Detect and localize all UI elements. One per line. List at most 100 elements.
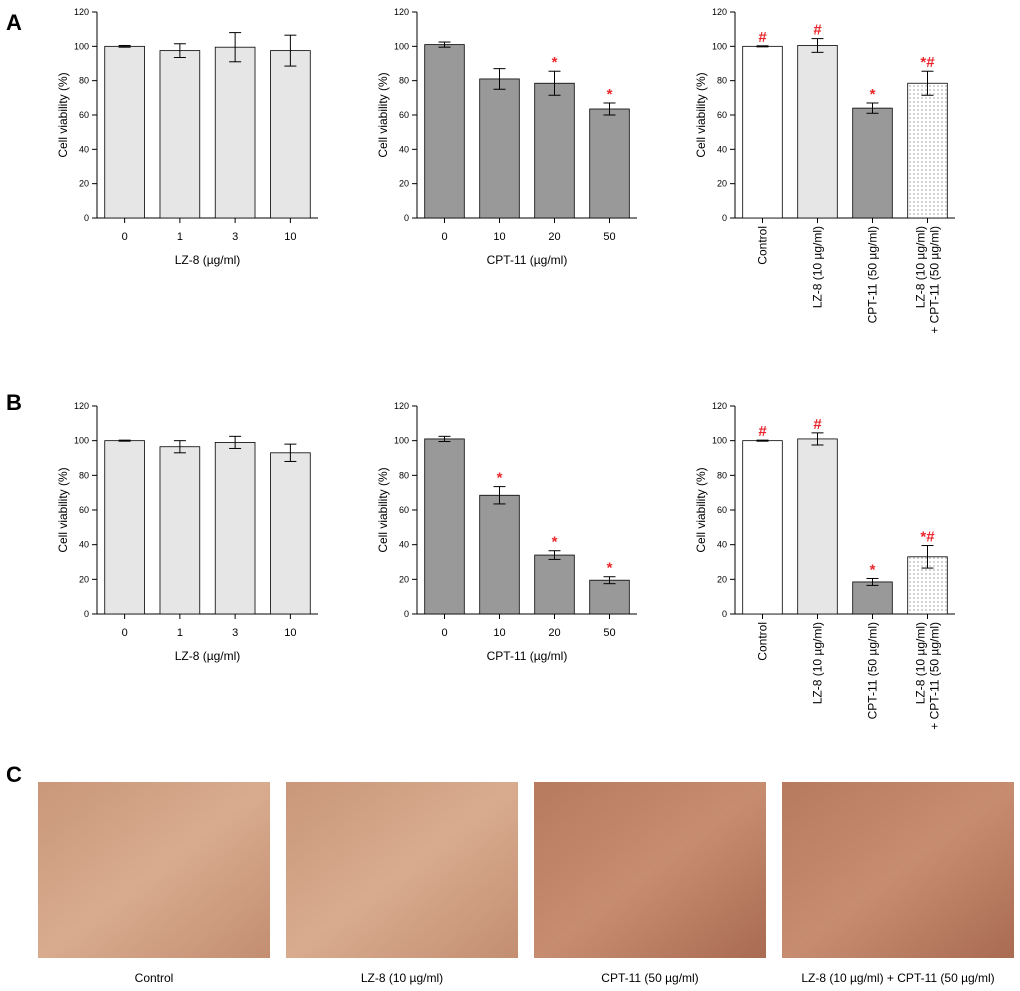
y-tick-label: 20 xyxy=(79,574,89,584)
error-bar xyxy=(756,439,769,442)
bar xyxy=(797,438,838,615)
significance-mark: # xyxy=(813,416,822,433)
error-bar xyxy=(284,443,297,462)
y-tick-label: 120 xyxy=(712,7,727,17)
bar xyxy=(742,45,783,219)
caption: LZ-8 (10 µg/ml) + CPT-11 (50 µg/ml) xyxy=(801,971,994,985)
error-bar xyxy=(493,486,506,505)
error-bar xyxy=(866,577,879,586)
error-bar xyxy=(811,38,824,53)
y-axis-label: Cell viability (%) xyxy=(694,72,708,157)
y-axis-label: Cell viability (%) xyxy=(376,72,390,157)
y-tick-label: 80 xyxy=(399,76,409,86)
y-tick-label: 80 xyxy=(399,470,409,480)
x-tick-label: 20 xyxy=(548,627,560,639)
y-tick-label: 40 xyxy=(399,144,409,154)
y-axis-label: Cell viability (%) xyxy=(56,467,70,552)
y-tick-label: 100 xyxy=(394,41,409,51)
error-bar xyxy=(118,439,131,442)
y-tick-label: 40 xyxy=(399,540,409,550)
significance-mark: * xyxy=(607,86,613,103)
x-tick-label: 1 xyxy=(177,627,183,639)
error-bar xyxy=(548,550,561,560)
x-tick-label: CPT-11 (50 µg/ml) xyxy=(866,226,880,323)
y-tick-label: 100 xyxy=(712,41,727,51)
bar xyxy=(214,46,256,219)
x-tick-label: Control xyxy=(756,622,770,661)
y-tick-label: 40 xyxy=(717,144,727,154)
error-bar xyxy=(229,435,242,449)
panel-label: A xyxy=(6,10,22,35)
y-tick-label: 60 xyxy=(717,505,727,515)
bar xyxy=(214,441,256,615)
y-tick-label: 20 xyxy=(399,179,409,189)
significance-mark: # xyxy=(813,22,822,39)
significance-mark: * xyxy=(552,54,558,71)
x-tick-label: 0 xyxy=(441,231,447,243)
bar xyxy=(424,44,465,219)
x-tick-label: 10 xyxy=(284,231,296,243)
bar xyxy=(104,440,145,615)
significance-mark: # xyxy=(758,29,767,46)
y-tick-label: 20 xyxy=(717,179,727,189)
significance-mark: *# xyxy=(920,54,935,71)
error-bar xyxy=(603,576,616,585)
y-tick-label: 100 xyxy=(74,436,89,446)
x-tick-label: 20 xyxy=(548,231,560,243)
micrograph xyxy=(782,782,1014,958)
error-bar xyxy=(438,41,451,48)
bar xyxy=(479,78,520,219)
y-tick-label: 60 xyxy=(79,110,89,120)
error-bar xyxy=(921,545,934,569)
caption: LZ-8 (10 µg/ml) xyxy=(361,971,443,985)
error-bar xyxy=(548,70,561,96)
error-bar xyxy=(756,45,769,48)
y-tick-label: 0 xyxy=(84,213,89,223)
x-axis-label: CPT-11 (µg/ml) xyxy=(487,253,568,267)
bar xyxy=(589,579,630,615)
significance-mark: * xyxy=(607,560,613,577)
significance-mark: * xyxy=(870,561,876,578)
bar xyxy=(742,440,783,615)
x-tick-label: 10 xyxy=(284,627,296,639)
bar xyxy=(852,107,893,219)
y-tick-label: 120 xyxy=(394,7,409,17)
bar xyxy=(797,45,838,219)
x-tick-label: LZ-8 (10 µg/ml)+ CPT-11 (50 µg/ml) xyxy=(913,622,941,730)
micrograph xyxy=(286,782,518,958)
micrograph xyxy=(534,782,766,958)
y-tick-label: 60 xyxy=(79,505,89,515)
y-tick-label: 20 xyxy=(399,574,409,584)
y-tick-label: 0 xyxy=(722,609,727,619)
bar xyxy=(852,581,893,615)
y-tick-label: 0 xyxy=(722,213,727,223)
x-tick-label: LZ-8 (10 µg/ml) xyxy=(811,226,825,308)
y-axis-label: Cell viability (%) xyxy=(376,467,390,552)
bar xyxy=(159,446,201,615)
y-tick-label: 40 xyxy=(79,540,89,550)
error-bar xyxy=(118,44,131,48)
error-bar xyxy=(493,68,506,90)
bar xyxy=(270,50,311,219)
bar xyxy=(534,82,575,219)
error-bar xyxy=(811,432,824,446)
significance-mark: # xyxy=(758,423,767,440)
y-tick-label: 60 xyxy=(399,505,409,515)
y-tick-label: 0 xyxy=(84,609,89,619)
x-tick-label: LZ-8 (10 µg/ml) xyxy=(811,622,825,704)
x-tick-label: LZ-8 (10 µg/ml)+ CPT-11 (50 µg/ml) xyxy=(913,226,941,334)
x-tick-label: CPT-11 (50 µg/ml) xyxy=(866,622,880,719)
x-tick-label: 10 xyxy=(493,627,505,639)
panel-label: C xyxy=(6,762,22,787)
bar xyxy=(479,494,520,615)
bar xyxy=(424,438,465,615)
bar xyxy=(907,82,948,219)
x-tick-label: 50 xyxy=(603,627,615,639)
error-bar xyxy=(438,435,451,443)
error-bar xyxy=(603,102,616,116)
x-tick-label: 50 xyxy=(603,231,615,243)
x-axis-label: CPT-11 (µg/ml) xyxy=(487,649,568,663)
y-tick-label: 100 xyxy=(74,41,89,51)
x-tick-label: 3 xyxy=(232,627,238,639)
x-tick-label: 1 xyxy=(177,231,183,243)
